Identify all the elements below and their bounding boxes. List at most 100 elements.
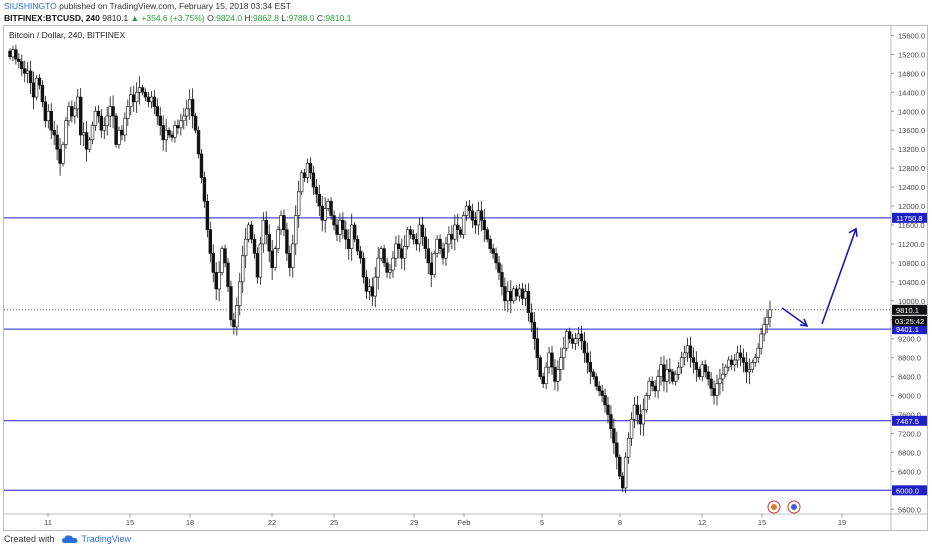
candle-body	[735, 352, 740, 361]
candle-body	[644, 395, 648, 411]
candle-body	[756, 347, 760, 358]
candle-body	[34, 77, 39, 98]
candle-body	[350, 224, 354, 249]
y-tick-label: 13200.0	[898, 145, 925, 154]
candle-body	[31, 82, 36, 98]
candle-body	[61, 144, 65, 164]
y-tick-label: 9200.0	[898, 335, 921, 344]
candle-body	[753, 357, 757, 363]
candle-body	[373, 276, 377, 297]
candle-body	[361, 257, 366, 278]
candle-body	[482, 219, 486, 231]
candle-body	[438, 238, 442, 249]
low-value: 9788.0	[288, 13, 315, 23]
candle-body	[491, 248, 495, 254]
y-tick-label: 10000.0	[898, 297, 925, 306]
candle-body	[364, 276, 369, 292]
candle-body	[161, 125, 165, 141]
candle-body	[270, 250, 274, 268]
candle-body	[567, 331, 572, 339]
candle-body	[105, 115, 109, 126]
candle-body	[635, 404, 640, 415]
candle-body	[90, 125, 95, 141]
candle-body	[550, 352, 554, 368]
x-tick-label: 8	[618, 518, 622, 527]
candle-body	[367, 286, 372, 292]
candle-body	[573, 338, 578, 344]
candle-body	[37, 77, 42, 86]
price-chart[interactable]: Bitcoin / Dollar, 240, BITFINEX 5600.0 600…	[4, 26, 927, 530]
candle-body	[694, 362, 699, 370]
candle-body	[52, 129, 56, 136]
candle-body	[671, 371, 675, 382]
candle-body	[400, 248, 404, 259]
candle-body	[176, 125, 180, 129]
candle-body	[140, 87, 145, 93]
candle-body	[49, 110, 53, 131]
candle-body	[199, 153, 204, 178]
high-label: H:	[244, 13, 253, 23]
candle-body	[538, 357, 542, 377]
candle-body	[344, 229, 348, 240]
candle-body	[529, 312, 534, 323]
publisher-name[interactable]: SIUSHINGTO	[4, 1, 57, 11]
candle-body	[597, 385, 601, 392]
candle-body	[712, 388, 716, 396]
last-price-label: 9810.1	[896, 306, 919, 315]
candle-body	[134, 92, 139, 103]
candle-body	[28, 70, 33, 84]
candle-body	[730, 359, 734, 366]
candle-body	[750, 362, 755, 370]
candle-body	[158, 115, 162, 126]
level-price-label: 9401.1	[896, 325, 919, 334]
candle-body	[718, 378, 722, 385]
x-tick-label: 12	[698, 518, 706, 527]
candle-body	[137, 87, 142, 93]
candle-body	[685, 345, 690, 354]
candle-body	[473, 219, 478, 226]
candle-body	[167, 129, 171, 136]
y-tick-label: 6400.0	[898, 467, 921, 476]
candle-body	[347, 238, 351, 249]
candle-body	[64, 120, 68, 145]
tradingview-logo[interactable]: TradingView	[61, 534, 131, 544]
candle-body	[603, 395, 607, 406]
candle-body	[129, 94, 133, 107]
candle-body	[102, 125, 106, 131]
footer: Created with TradingView	[4, 534, 131, 544]
candle-body	[676, 366, 681, 375]
y-tick-label: 11200.0	[898, 240, 925, 249]
candle-body	[621, 475, 625, 489]
y-tick-label: 7200.0	[898, 429, 921, 438]
candle-body	[547, 352, 551, 368]
candle-body	[450, 234, 454, 240]
projection-up-arrowhead	[848, 227, 858, 237]
candle-body	[25, 70, 30, 74]
candle-body	[87, 139, 92, 150]
candle-body	[762, 324, 766, 335]
candle-body	[205, 201, 210, 231]
candle-body	[447, 234, 451, 245]
candle-body	[674, 373, 678, 382]
candle-body	[641, 409, 646, 425]
candle-body	[217, 272, 221, 290]
candle-body	[341, 219, 345, 231]
candle-body	[202, 177, 207, 202]
x-tick-label: 22	[268, 518, 276, 527]
candle-body	[579, 333, 584, 342]
projection-down-arrowhead	[799, 318, 809, 327]
chart-frame[interactable]: Bitcoin / Dollar, 240, BITFINEX 5600.0 600…	[3, 25, 928, 531]
candle-body	[114, 115, 118, 145]
candle-body	[417, 224, 422, 245]
x-tick-label: 29	[410, 518, 418, 527]
candle-body	[668, 369, 672, 373]
candle-body	[665, 369, 669, 382]
level-price-tag	[892, 485, 927, 496]
price-change: ▲ +354.6 (+3.75%)	[130, 13, 205, 23]
candle-body	[632, 404, 637, 420]
candle-body	[185, 108, 189, 117]
candle-body	[679, 357, 684, 368]
x-tick-label: Feb	[458, 518, 471, 527]
candle-body	[397, 243, 401, 249]
candle-body	[187, 99, 192, 110]
